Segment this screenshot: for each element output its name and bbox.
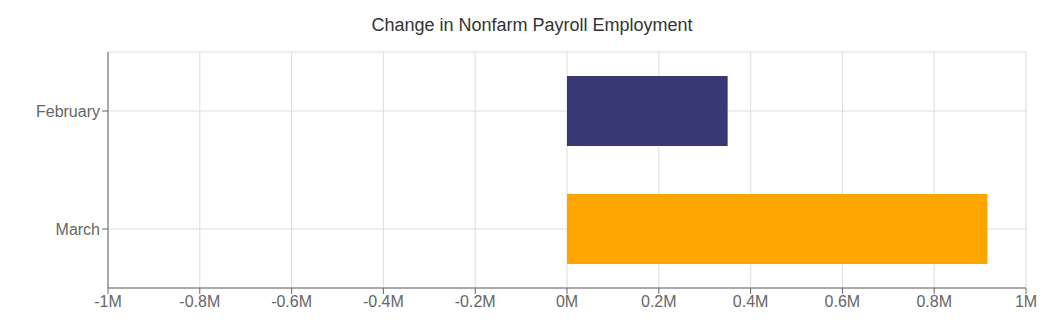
svg-text:February: February — [36, 103, 100, 120]
svg-text:-0.2M: -0.2M — [455, 293, 496, 310]
svg-text:-1M: -1M — [94, 293, 122, 310]
svg-text:0.2M: 0.2M — [641, 293, 677, 310]
svg-text:-0.6M: -0.6M — [271, 293, 312, 310]
svg-text:0.8M: 0.8M — [916, 293, 952, 310]
svg-text:0M: 0M — [556, 293, 578, 310]
svg-text:March: March — [56, 221, 100, 238]
svg-text:0.6M: 0.6M — [825, 293, 861, 310]
svg-text:0.4M: 0.4M — [733, 293, 769, 310]
html-text:Change in Nonfarm Payroll Empl: Change in Nonfarm Payroll Employment — [371, 15, 693, 35]
svg-text:-0.4M: -0.4M — [363, 293, 404, 310]
svg-text:1M: 1M — [1015, 293, 1037, 310]
svg-text:-0.8M: -0.8M — [179, 293, 220, 310]
